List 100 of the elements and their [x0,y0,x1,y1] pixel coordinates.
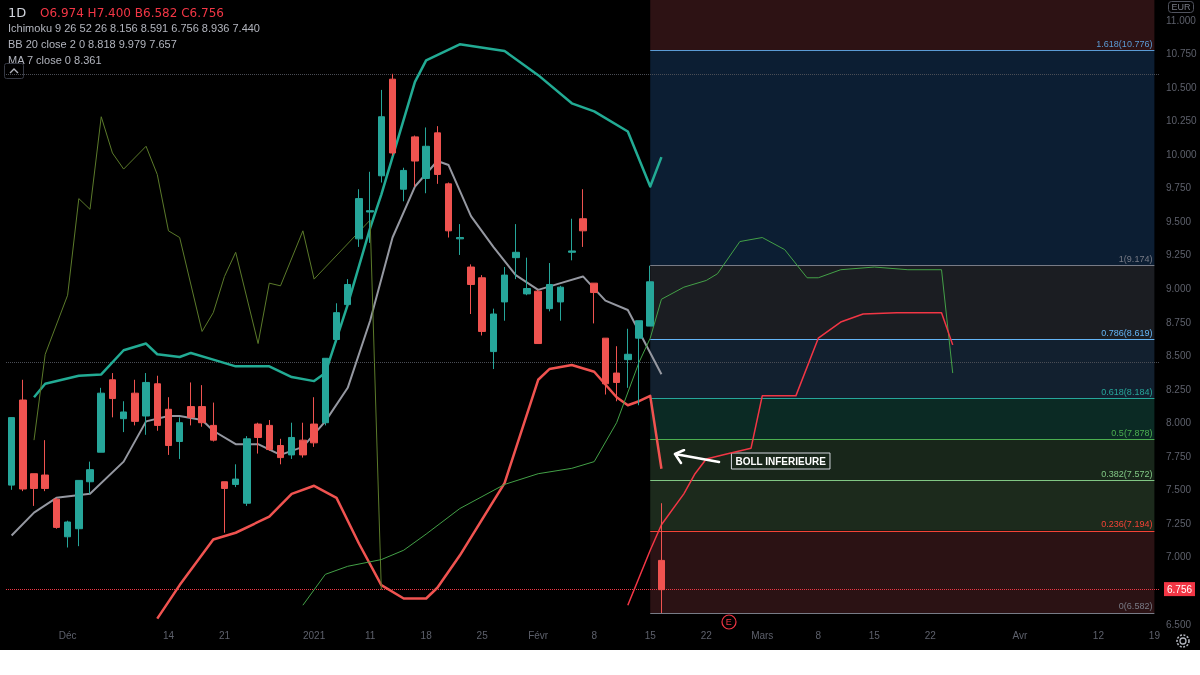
x-tick-label: 14 [162,629,175,641]
candlestick [501,266,508,322]
ref-line-label: 6.756 [1167,583,1193,595]
candlestick [378,89,385,183]
line-series [10,160,663,537]
candlestick [478,274,486,336]
candlestick [232,463,239,488]
x-tick-label: 11 [364,629,376,641]
annotation: BOLL INFERIEURE [735,455,827,467]
candlestick [590,282,598,324]
x-tick-label: Févr [528,629,549,641]
y-tick-label: 8.500 [1166,350,1192,362]
annotation: E [725,617,732,627]
x-tick-label: Déc [58,629,77,641]
candlestick [579,188,587,248]
ref-line-label: 1.618(10.776) [1096,38,1153,49]
candlestick [64,520,71,549]
candlestick [221,481,228,534]
candlestick [154,375,161,432]
y-tick-label: 9.000 [1166,283,1192,295]
candlestick [523,257,531,296]
y-tick-label: 10.750 [1166,48,1198,60]
candlestick [344,278,351,307]
candlestick [165,396,172,456]
candlestick [422,126,430,194]
y-tick-label: 9.250 [1166,249,1192,261]
candlestick [243,435,251,507]
candlestick [389,73,396,157]
y-tick-label: 9.500 [1166,215,1192,227]
candlestick [131,379,139,426]
x-tick-label: 2021 [302,629,326,641]
candlestick [277,438,284,465]
candlestick [187,381,195,426]
annotation: BB 20 close 2 0 8.818 9.979 7.657 [8,37,177,50]
candlestick [366,171,374,244]
y-tick-label: 10.000 [1166,148,1198,160]
candlestick [120,400,127,433]
candlestick [534,289,542,345]
chart-title: 1D [8,5,27,20]
candlestick [333,302,340,343]
y-tick-label: 7.000 [1166,551,1192,563]
candlestick [299,422,307,459]
line-series [302,237,954,606]
candlestick [97,387,105,453]
y-tick-label: 7.500 [1166,484,1192,496]
text: EUR [1171,2,1191,12]
x-tick-label: 15 [644,629,657,641]
candlestick [411,135,419,188]
candlestick [142,372,150,436]
candlestick [53,497,60,530]
x-tick-label: 15 [868,629,881,641]
ref-line-label: 0(6.582) [1118,601,1153,612]
text: O6.974 H7.400 B6.582 C6.756 [40,6,224,20]
x-tick-label: 8 [591,629,598,641]
y-tick-label: 6.500 [1166,618,1192,630]
x-tick-label: 25 [476,629,489,641]
candlestick [266,419,273,452]
y-tick-label: 10.500 [1166,81,1198,93]
candlestick [400,167,407,202]
candlestick [512,223,520,280]
candlestick [646,265,654,327]
annotation: Ichimoku 9 26 52 26 8.156 8.591 6.756 8.936 7.440 [8,21,260,34]
candlestick [557,285,564,322]
x-tick-label: 12 [1092,629,1105,641]
x-tick-label: 22 [924,629,937,641]
candlestick [254,422,262,455]
x-tick-label: Avr [1012,629,1029,641]
candlestick [635,320,643,406]
candlestick [288,422,295,460]
candlestick [434,125,441,185]
y-tick-label: 8.000 [1166,417,1192,429]
y-tick-label: 9.750 [1166,182,1192,194]
candlestick [355,188,363,248]
candlestick [310,396,318,448]
x-tick-label: 21 [218,629,231,641]
y-tick-label: 8.250 [1166,383,1192,395]
y-tick-label: 10.250 [1166,115,1198,127]
x-tick-label: 8 [815,629,822,641]
x-tick-label: Mars [751,629,774,641]
ref-line-label: 0.5(7.878) [1111,427,1153,438]
line-series [33,116,382,591]
candlestick [19,379,27,492]
candlestick [30,473,38,507]
ref-line-label: 0.786(8.619) [1101,328,1153,339]
candlestick [41,439,49,492]
candlestick [86,461,94,495]
y-tick-label: 7.750 [1166,450,1192,462]
x-tick-label: 22 [700,629,713,641]
candlestick [624,328,632,389]
candlestick [445,182,452,239]
candlestick [176,416,183,460]
candlestick [109,372,116,418]
candlestick [490,308,497,370]
candlestick [75,479,83,547]
y-tick-label: 8.750 [1166,316,1192,328]
ref-line-label: 0.382(7.572) [1101,468,1153,479]
candlestick [568,218,576,261]
candlestick [198,384,206,428]
ref-line-label: 0.236(7.194) [1101,519,1153,530]
x-tick-label: 19 [1148,629,1161,641]
